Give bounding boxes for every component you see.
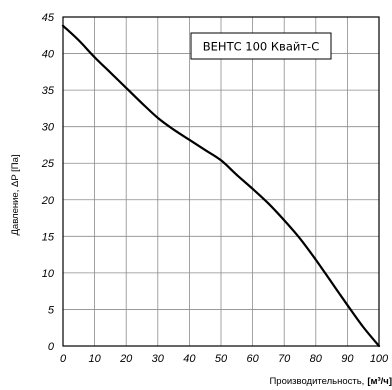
series-line [61, 24, 381, 348]
x-tick-label: 90 [341, 353, 354, 365]
chart-grid [62, 16, 380, 347]
legend-box [190, 32, 332, 60]
x-tick-label: 50 [215, 353, 228, 365]
x-axis-title-text: Производительность, [269, 376, 364, 387]
x-tick-label: 0 [60, 353, 67, 365]
x-tick-label: 20 [119, 353, 133, 365]
chart-frame [62, 16, 380, 347]
y-tick-label: 5 [48, 304, 55, 316]
x-tick-label: 100 [370, 353, 389, 365]
x-axis-title-unit: [м³/ч] [367, 376, 392, 387]
y-axis-title: Давление, ΔP [Па] [10, 154, 21, 235]
x-tick-label: 30 [152, 353, 165, 365]
legend-label: ВЕНТС 100 Квайт-С [203, 40, 319, 54]
x-tick-label: 70 [278, 353, 291, 365]
y-tick-label: 10 [42, 268, 55, 280]
y-tick-label: 40 [42, 49, 55, 61]
chart-series [61, 24, 381, 348]
y-tick-label: 30 [42, 122, 55, 134]
x-tick-label: 40 [183, 353, 196, 365]
y-tick-label: 0 [48, 341, 55, 353]
plot-border [62, 16, 380, 347]
x-tick-labels: 0 10 20 30 40 50 60 70 80 90 100 [60, 353, 389, 365]
y-tick-label: 25 [41, 158, 55, 170]
y-tick-label: 35 [42, 85, 55, 97]
y-tick-label: 45 [42, 12, 55, 24]
x-tick-label: 80 [310, 353, 323, 365]
x-tick-label: 60 [246, 353, 259, 365]
y-tick-label: 15 [42, 231, 55, 243]
y-tick-labels: 0 5 10 15 20 25 30 35 40 45 [41, 12, 55, 353]
x-axis-title: Производительность, [м³/ч] [269, 376, 392, 387]
y-tick-label: 20 [41, 195, 55, 207]
legend: ВЕНТС 100 Квайт-С [190, 32, 332, 60]
x-tick-label: 10 [88, 353, 101, 365]
